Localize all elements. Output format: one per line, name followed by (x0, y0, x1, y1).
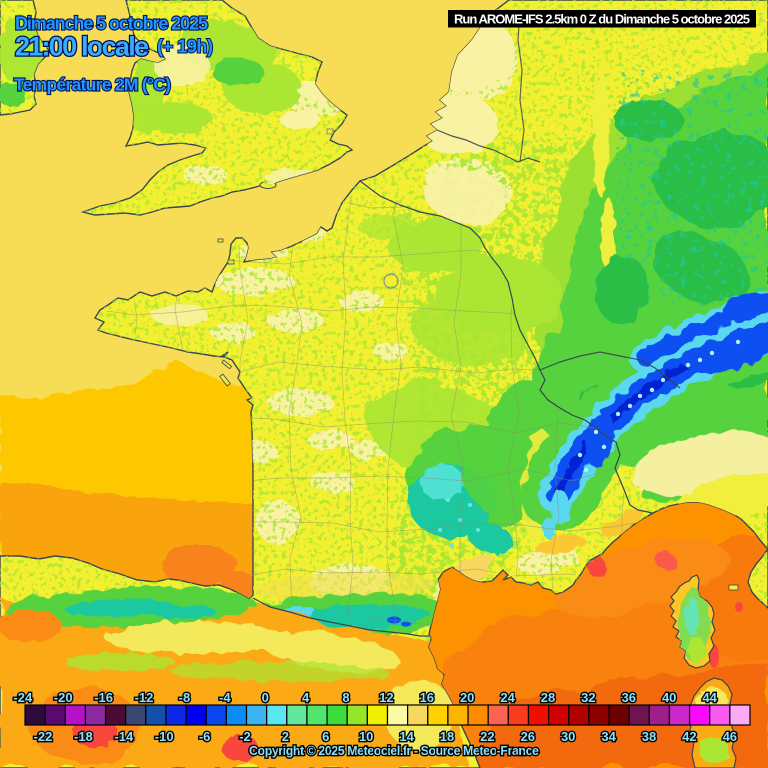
svg-text:-22: -22 (34, 729, 53, 744)
svg-text:22: 22 (480, 729, 494, 744)
svg-text:40: 40 (662, 690, 676, 705)
svg-text:46: 46 (723, 729, 737, 744)
svg-text:18: 18 (440, 729, 454, 744)
svg-text:-4: -4 (219, 690, 231, 705)
svg-text:0: 0 (262, 690, 269, 705)
svg-text:(+ 19h): (+ 19h) (157, 37, 213, 57)
svg-text:2: 2 (282, 729, 289, 744)
svg-text:-18: -18 (74, 729, 93, 744)
svg-text:6: 6 (322, 729, 329, 744)
svg-text:Copyright © 2025 Meteociel.fr: Copyright © 2025 Meteociel.fr - Source M… (249, 744, 539, 758)
svg-text:34: 34 (601, 729, 616, 744)
svg-text:-14: -14 (114, 729, 134, 744)
svg-text:10: 10 (359, 729, 373, 744)
svg-text:20: 20 (460, 690, 474, 705)
svg-text:30: 30 (561, 729, 575, 744)
svg-text:Dimanche 5 octobre 2025: Dimanche 5 octobre 2025 (15, 14, 208, 34)
svg-text:8: 8 (342, 690, 349, 705)
svg-text:4: 4 (302, 690, 310, 705)
svg-text:21:00 locale: 21:00 locale (15, 32, 149, 62)
svg-text:-16: -16 (94, 690, 113, 705)
svg-text:12: 12 (379, 690, 393, 705)
svg-text:44: 44 (702, 690, 717, 705)
svg-text:-8: -8 (179, 690, 191, 705)
svg-text:Run AROME-IFS 2.5km 0 Z du Dim: Run AROME-IFS 2.5km 0 Z du Dimanche 5 oc… (454, 12, 750, 27)
svg-text:-10: -10 (155, 729, 174, 744)
svg-text:24: 24 (500, 690, 515, 705)
svg-text:-12: -12 (135, 690, 154, 705)
svg-text:32: 32 (581, 690, 595, 705)
svg-text:38: 38 (642, 729, 656, 744)
svg-text:-6: -6 (199, 729, 211, 744)
svg-text:42: 42 (682, 729, 696, 744)
svg-text:Température 2M (°C): Température 2M (°C) (14, 75, 171, 95)
svg-text:-20: -20 (54, 690, 73, 705)
svg-text:-2: -2 (239, 729, 251, 744)
svg-text:16: 16 (420, 690, 434, 705)
svg-text:-24: -24 (13, 690, 33, 705)
svg-text:26: 26 (521, 729, 535, 744)
svg-text:14: 14 (399, 729, 414, 744)
svg-text:36: 36 (622, 690, 636, 705)
svg-text:28: 28 (541, 690, 555, 705)
